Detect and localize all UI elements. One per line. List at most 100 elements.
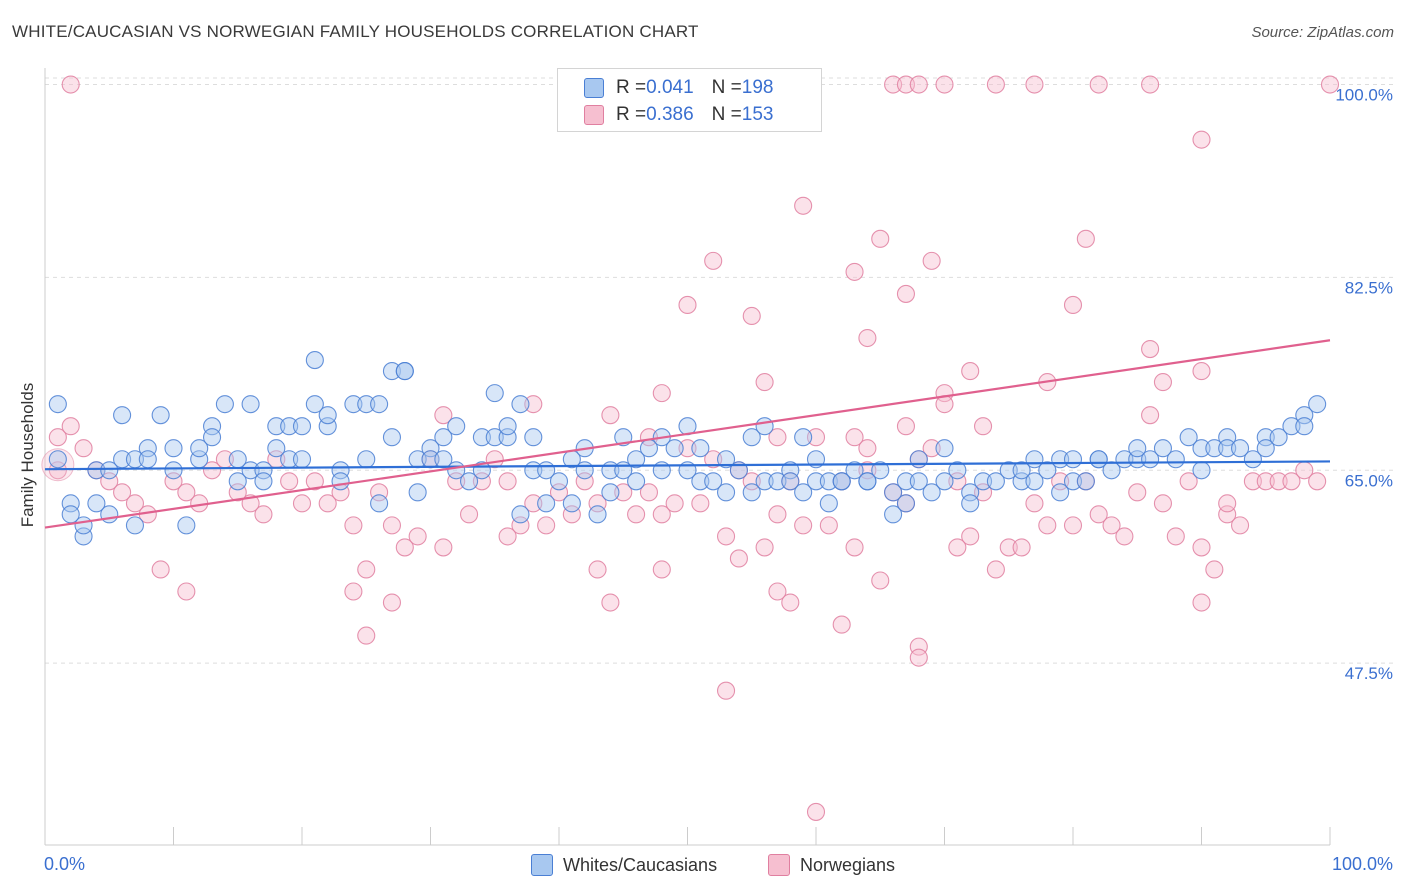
norwegians-point <box>1308 472 1327 491</box>
norwegians-point <box>1089 75 1108 94</box>
norwegians-point <box>1205 560 1224 579</box>
whites-point <box>909 472 928 491</box>
whites-point <box>601 483 620 502</box>
whites-point <box>1308 395 1327 414</box>
whites-point <box>794 483 813 502</box>
whites-point <box>1218 439 1237 458</box>
norwegians-point <box>1192 593 1211 612</box>
norwegians-point <box>382 516 402 535</box>
whites-point <box>691 472 710 491</box>
norwegians-point <box>845 262 864 281</box>
norwegians-point <box>1076 229 1095 248</box>
norwegians-point <box>614 483 633 502</box>
norwegians-point <box>871 229 890 248</box>
whites-point <box>511 395 530 414</box>
whites-point <box>74 516 93 535</box>
whites-point <box>884 505 903 524</box>
r-label: R = <box>616 77 647 98</box>
whites-point <box>858 472 877 491</box>
norwegians-point <box>177 483 196 502</box>
whites-point <box>1025 472 1044 491</box>
norwegians-point <box>280 472 299 491</box>
whites-point <box>241 395 260 414</box>
y-tick-label: 82.5% <box>1345 278 1393 297</box>
whites-point <box>241 461 260 480</box>
whites-point <box>138 450 157 469</box>
whites-point <box>614 428 633 447</box>
norwegians-point <box>973 417 993 436</box>
whites-point <box>459 472 479 491</box>
whites-point <box>305 351 324 370</box>
whites-point <box>973 472 993 491</box>
whites-point <box>434 428 453 447</box>
norwegians-point <box>1192 538 1211 557</box>
whites-point <box>781 472 800 491</box>
norwegians-point <box>524 494 543 513</box>
whites-point <box>447 417 466 436</box>
whites-point <box>1179 428 1198 447</box>
norwegians-point <box>716 681 736 700</box>
legend-item-whites[interactable]: Whites/Caucasians <box>531 852 717 878</box>
norwegians-point <box>896 417 916 436</box>
whites-point <box>190 439 209 458</box>
whites-point <box>357 450 376 469</box>
whites-point <box>125 516 144 535</box>
whites-point <box>999 461 1018 480</box>
whites-point <box>1166 450 1185 469</box>
norwegians-point <box>858 439 877 458</box>
legend-item-norwegians[interactable]: Norwegians <box>768 852 895 878</box>
whites-point <box>395 362 414 381</box>
norwegians-point <box>344 516 363 535</box>
norwegians-point <box>794 196 813 215</box>
norwegians-point <box>1012 538 1031 557</box>
norwegians-point <box>961 362 980 381</box>
whites-point <box>203 428 222 447</box>
norwegians-point <box>254 505 273 524</box>
whites-point <box>986 472 1005 491</box>
legend-label: Whites/Caucasians <box>563 854 718 875</box>
norwegians-point <box>652 384 671 403</box>
norwegians-point <box>1282 472 1301 491</box>
whites-point <box>1153 439 1172 458</box>
whites-point <box>331 472 350 491</box>
norwegians-point <box>1256 472 1275 491</box>
r-label: R = <box>616 104 647 125</box>
whites-point <box>357 395 376 414</box>
whites-point <box>845 461 864 480</box>
norwegians-point <box>884 75 903 94</box>
legend-row-whites: R = 0.041 N = 198 <box>584 76 773 100</box>
norwegians-point <box>1141 75 1160 94</box>
norwegians-point <box>742 306 761 326</box>
norwegians-point <box>588 560 607 579</box>
x-tick-label: 100.0% <box>1332 854 1393 874</box>
n-value: 198 <box>741 77 774 98</box>
norwegians-point <box>1141 406 1160 425</box>
whites-point <box>1063 472 1083 491</box>
whites-point <box>267 439 286 458</box>
whites-point <box>549 472 569 491</box>
norwegians-point <box>922 439 941 458</box>
whites-point <box>562 494 581 513</box>
norwegians-point <box>627 505 646 524</box>
whites-point <box>100 461 119 480</box>
norwegians-point <box>896 75 916 94</box>
norwegians-point <box>113 483 132 502</box>
whites-point <box>164 439 183 458</box>
legend-row-norwegians: R = 0.386 N = 153 <box>584 103 773 127</box>
norwegians-point <box>601 406 620 425</box>
norwegians-point <box>1025 494 1044 513</box>
norwegians-point <box>1179 472 1198 491</box>
whites-point <box>1231 439 1250 458</box>
whites-swatch <box>584 78 604 98</box>
source-label: Source: ZipAtlas.com <box>1251 24 1394 41</box>
whites-point <box>1076 472 1095 491</box>
whites-point <box>524 428 543 447</box>
n-label: N = <box>711 77 742 98</box>
whites-point <box>742 428 761 447</box>
norwegians-point <box>1192 130 1211 149</box>
norwegians-point <box>704 251 723 270</box>
norwegians-point <box>909 75 928 94</box>
whites-point <box>884 483 903 502</box>
whites-point <box>100 505 119 524</box>
whites-point <box>1063 450 1083 469</box>
